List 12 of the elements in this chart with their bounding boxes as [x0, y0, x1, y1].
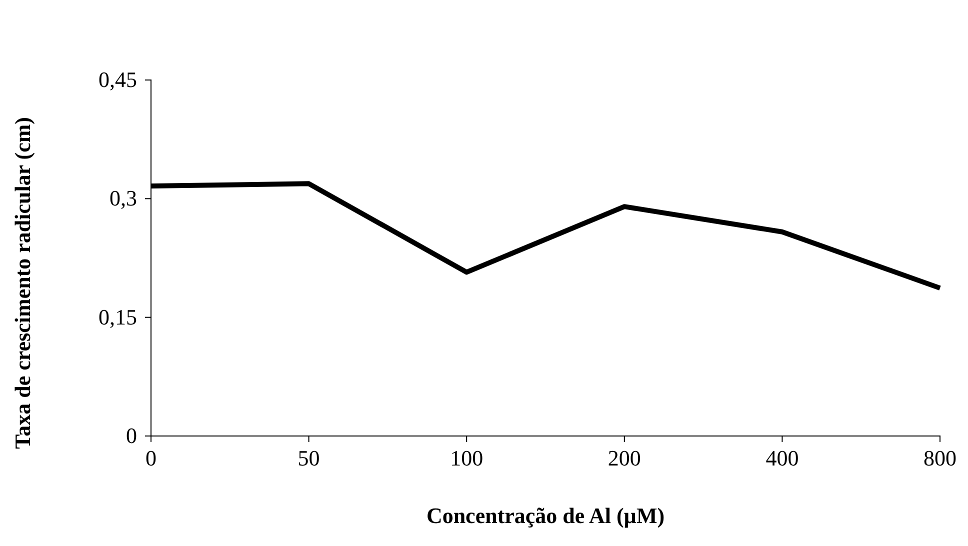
x-tick-label: 400	[766, 446, 799, 471]
x-tick-label: 0	[146, 446, 156, 471]
x-tick-label: 800	[924, 446, 956, 471]
x-tick-label: 200	[608, 446, 641, 471]
x-tick-label: 100	[450, 446, 484, 471]
y-tick-label: 0,15	[98, 304, 137, 330]
y-tick-label: 0,3	[110, 186, 137, 211]
x-axis-title: Concentração de Al (µM)	[426, 503, 665, 528]
y-axis-title: Taxa de crescimento radicular (cm)	[10, 117, 35, 449]
x-tick-label: 50	[298, 446, 320, 471]
y-tick-label: 0	[126, 423, 137, 448]
y-tick-label: 0,45	[98, 67, 137, 92]
